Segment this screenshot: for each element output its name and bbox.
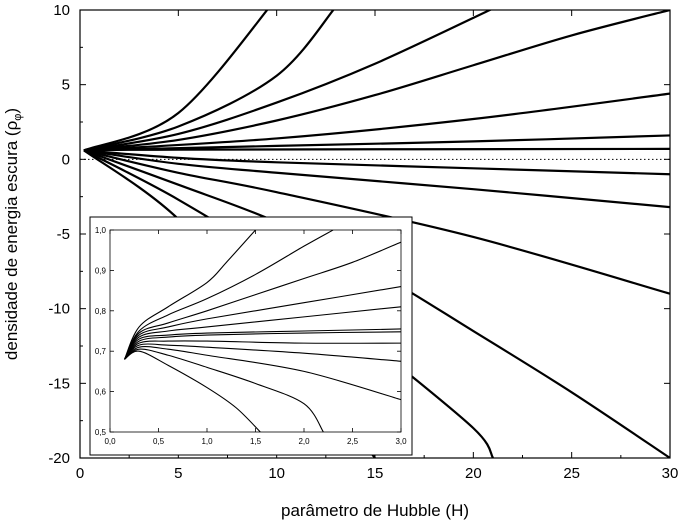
y-axis-label-subscript: φ: [12, 114, 24, 121]
inset-x-tick-label: 0,0: [104, 437, 116, 446]
inset-x-tick-label: 2,5: [347, 437, 359, 446]
inset-x-tick-label: 2,0: [298, 437, 310, 446]
inset-series-line: [124, 241, 401, 360]
main-ticks: 0 5 10 15 20 25 30 -20 -15 -10 -5 0 5 10: [48, 2, 678, 482]
inset-curves: [124, 230, 401, 432]
x-tick-label: 30: [662, 465, 679, 482]
x-tick-label: 20: [465, 465, 482, 482]
inset-x-tick-label: 1,0: [201, 437, 213, 446]
inset-series-line: [124, 328, 401, 360]
y-tick-label: -15: [48, 375, 70, 392]
inset-series-line: [124, 350, 261, 432]
series-line: [83, 10, 269, 152]
inset-series-line: [124, 286, 401, 360]
y-tick-label: -20: [48, 450, 70, 467]
inset-series-line: [124, 331, 401, 360]
inset-x-tick-label: 0,5: [153, 437, 165, 446]
x-tick-label: 0: [76, 465, 84, 482]
y-tick-label: -5: [57, 226, 70, 243]
series-line: [83, 10, 335, 152]
y-axis-label: densidade de energia escura (ρφ): [2, 108, 24, 360]
y-tick-label: 0: [62, 151, 70, 168]
inset-series-line: [124, 230, 256, 360]
inset-x-tick-label: 1,5: [250, 437, 262, 446]
inset-y-tick-label: 0,9: [95, 266, 107, 275]
inset-x-tick-label: 3,0: [395, 437, 407, 446]
series-line: [83, 147, 670, 152]
series-line: [83, 92, 670, 152]
inset-series-line: [124, 230, 334, 360]
series-line: [83, 149, 670, 209]
y-tick-label: 5: [62, 77, 70, 94]
series-line: [83, 10, 670, 152]
y-tick-label: 10: [53, 2, 70, 19]
inset-series-line: [124, 346, 401, 401]
inset-ticks: 0,0 0,5 1,0 1,5 2,0 2,5 3,00,50,60,70,80,91,0: [95, 226, 407, 446]
series-line: [83, 149, 670, 295]
inset-y-tick-label: 0,5: [95, 428, 107, 437]
inset-series-line: [124, 348, 324, 432]
inset-series-line: [124, 343, 401, 362]
x-tick-label: 25: [563, 465, 580, 482]
inset-series-line: [124, 340, 401, 360]
x-tick-label: 10: [268, 465, 285, 482]
x-tick-label: 5: [174, 465, 182, 482]
y-tick-label: -10: [48, 301, 70, 318]
inset-series-line: [124, 306, 401, 360]
x-tick-label: 15: [367, 465, 384, 482]
inset-y-tick-label: 0,7: [95, 347, 107, 356]
series-line: [83, 134, 670, 152]
y-axis-label-main: densidade de energia escura (ρ: [2, 121, 21, 360]
inset-y-tick-label: 0,8: [95, 307, 107, 316]
inset-y-tick-label: 0,6: [95, 388, 107, 397]
series-line: [83, 149, 670, 176]
inset-background: [89, 216, 413, 456]
inset-plot: 0,0 0,5 1,0 1,5 2,0 2,5 3,00,50,60,70,80,91,0: [89, 216, 413, 456]
series-line: [83, 10, 493, 152]
x-axis-label: parâmetro de Hubble (H): [281, 501, 469, 520]
y-axis-label-close: ): [2, 108, 21, 114]
inset-y-tick-label: 1,0: [95, 226, 107, 235]
